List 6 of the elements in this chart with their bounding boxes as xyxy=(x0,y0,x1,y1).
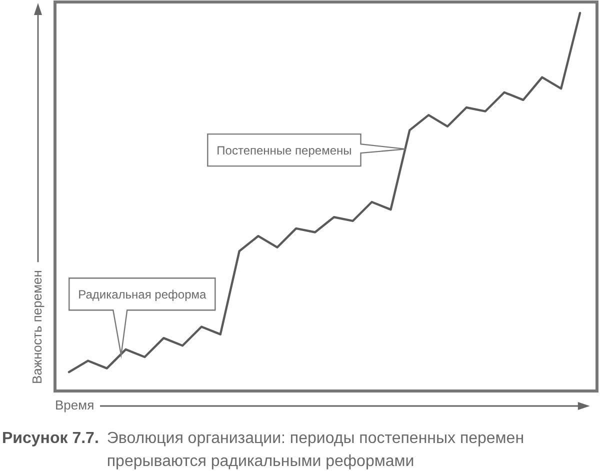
text: Эволюция организации: периоды постепенных перемен прерываются радикальными реформами xyxy=(106,429,526,471)
text: Рисунок 7.7. xyxy=(2,429,99,449)
x-axis-title: Время xyxy=(55,398,94,413)
annotation: Постепенные перемены xyxy=(216,143,352,158)
y-axis-title: Важность перемен xyxy=(30,270,45,384)
annotation: Радикальная реформа xyxy=(78,287,206,302)
